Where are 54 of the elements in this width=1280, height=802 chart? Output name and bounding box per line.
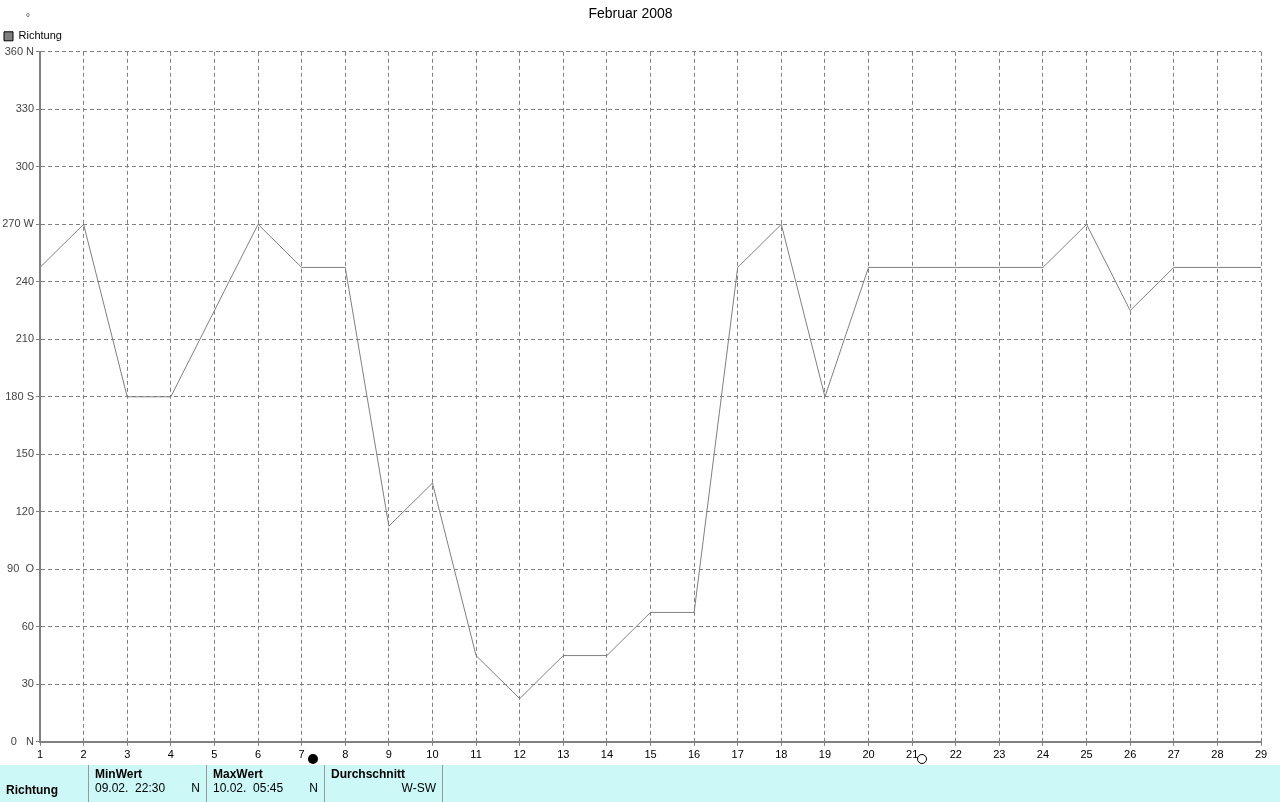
- x-tick-label: 14: [600, 748, 614, 761]
- y-axis-title: °: [25, 10, 31, 23]
- y-tick-label: 210: [15, 332, 34, 345]
- x-tick-label: 9: [385, 748, 392, 761]
- y-tick-label: 90 O: [7, 562, 35, 575]
- chart-title: Februar 2008: [588, 5, 673, 22]
- y-tick-label: 60: [21, 619, 34, 632]
- y-tick-label: 360 N: [4, 44, 35, 57]
- x-tick-label: 19: [818, 748, 832, 761]
- x-tick-label: 29: [1254, 748, 1268, 761]
- y-tick-label: 180 S: [5, 389, 34, 402]
- x-tick-label: 26: [1124, 748, 1137, 761]
- y-tick-label: 120: [15, 504, 34, 517]
- x-tick-label: 1: [36, 748, 44, 761]
- y-tick-label: 330: [15, 102, 34, 115]
- y-tick-label: 30: [21, 677, 34, 690]
- x-tick-label: 2: [80, 748, 87, 761]
- text: MaxWert: [213, 767, 264, 781]
- y-tick-label: 240: [15, 274, 34, 287]
- x-tick-label: 13: [557, 748, 570, 761]
- x-tick-label: 22: [949, 748, 962, 761]
- x-tick-label: 20: [862, 748, 875, 761]
- text: Durchschnitt: [331, 767, 406, 781]
- x-tick-label: 12: [513, 748, 526, 761]
- x-tick-label: 18: [775, 748, 788, 761]
- x-tick-label: 6: [254, 748, 262, 761]
- text: Richtung: [6, 782, 59, 797]
- y-tick-label: 0 N: [10, 734, 35, 747]
- text: 09.02. 22:30: [95, 781, 166, 795]
- x-tick-label: 5: [211, 748, 218, 761]
- legend-label: Richtung: [18, 29, 62, 42]
- x-tick-label: 11: [470, 748, 482, 761]
- y-tick-label: 300: [15, 159, 34, 172]
- x-tick-label: 10: [426, 748, 439, 761]
- x-tick-label: 7: [298, 748, 305, 761]
- x-tick-label: 24: [1036, 748, 1050, 761]
- x-tick-label: 3: [124, 748, 131, 761]
- text: N: [191, 781, 200, 795]
- y-tick-label: 270 W: [2, 217, 35, 230]
- text: MinWert: [95, 767, 144, 781]
- x-tick-label: 28: [1211, 748, 1224, 761]
- x-tick-label: 23: [993, 748, 1006, 761]
- x-tick-label: 21: [906, 748, 919, 761]
- x-tick-label: 4: [167, 748, 174, 761]
- x-tick-label: 15: [644, 748, 657, 761]
- text: 10.02. 05:45: [213, 781, 284, 795]
- x-tick-label: 8: [342, 748, 349, 761]
- x-tick-label: 17: [731, 748, 744, 761]
- x-tick-label: 16: [687, 748, 701, 761]
- text: N: [309, 781, 318, 795]
- x-tick-label: 25: [1080, 748, 1093, 761]
- x-tick-label: 27: [1167, 748, 1180, 761]
- text: W-SW: [400, 781, 436, 795]
- y-tick-label: 150: [15, 447, 34, 460]
